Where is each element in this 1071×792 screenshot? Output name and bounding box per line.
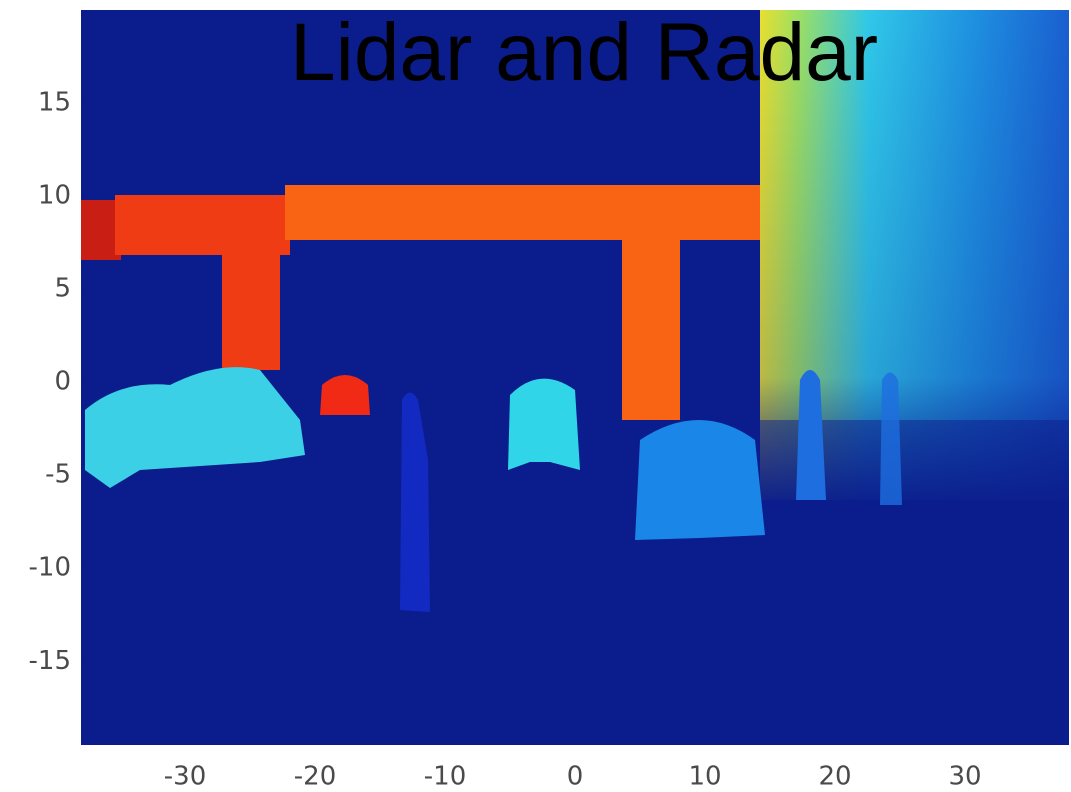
- depth-image: [81, 10, 1069, 745]
- y-tick-label: -15: [29, 646, 71, 676]
- y-tick-label: 10: [38, 181, 71, 211]
- x-tick-label: -10: [424, 762, 466, 792]
- x-tick-label: 30: [948, 762, 981, 792]
- y-tick-label: 0: [54, 367, 71, 397]
- x-tick-label: 0: [567, 762, 584, 792]
- chart-title: Lidar and Radar: [290, 7, 878, 98]
- y-tick-label: 15: [38, 88, 71, 118]
- y-tick-label: 5: [54, 274, 71, 304]
- y-tick-label: -5: [45, 460, 71, 490]
- x-tick-label: -30: [164, 762, 206, 792]
- x-tick-label: 10: [688, 762, 721, 792]
- y-tick-label: -10: [29, 553, 71, 583]
- x-tick-label: 20: [818, 762, 851, 792]
- x-tick-label: -20: [294, 762, 336, 792]
